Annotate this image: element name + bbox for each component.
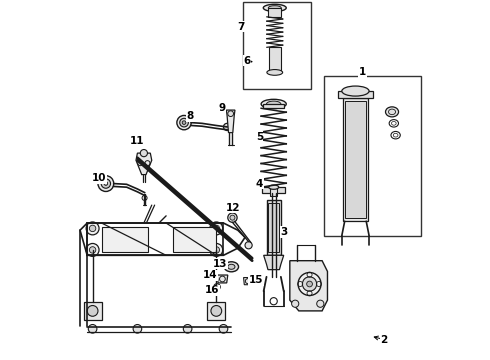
Text: 9: 9 — [219, 103, 225, 113]
Bar — [269, 8, 281, 17]
Circle shape — [228, 213, 237, 222]
Circle shape — [177, 116, 191, 130]
Circle shape — [302, 277, 317, 291]
Circle shape — [292, 300, 299, 307]
Bar — [101, 226, 148, 252]
Text: 14: 14 — [203, 270, 218, 280]
Bar — [269, 203, 279, 252]
Bar — [324, 76, 421, 235]
Bar — [84, 302, 101, 320]
Circle shape — [89, 247, 96, 253]
Circle shape — [180, 118, 188, 127]
Bar — [344, 101, 366, 218]
Polygon shape — [290, 261, 327, 311]
Circle shape — [101, 179, 111, 188]
Ellipse shape — [269, 185, 279, 189]
Circle shape — [307, 281, 313, 287]
Text: 6: 6 — [244, 56, 251, 66]
Text: 15: 15 — [248, 275, 263, 285]
Bar — [267, 200, 281, 255]
Bar — [243, 3, 311, 89]
Ellipse shape — [228, 264, 235, 269]
Circle shape — [88, 324, 97, 333]
Circle shape — [210, 243, 223, 256]
Text: 4: 4 — [256, 179, 263, 189]
Circle shape — [140, 149, 147, 157]
Circle shape — [210, 222, 223, 235]
Ellipse shape — [224, 262, 239, 272]
Bar — [263, 104, 285, 108]
Text: 16: 16 — [205, 285, 219, 296]
Text: 3: 3 — [280, 227, 287, 237]
Ellipse shape — [261, 99, 286, 109]
Circle shape — [86, 243, 99, 256]
Bar — [173, 226, 216, 252]
Circle shape — [89, 225, 96, 231]
Circle shape — [245, 242, 252, 249]
Ellipse shape — [267, 101, 281, 107]
Text: 8: 8 — [187, 111, 194, 121]
Bar — [207, 302, 225, 320]
Polygon shape — [136, 153, 152, 175]
Circle shape — [86, 222, 99, 235]
Polygon shape — [244, 278, 252, 285]
Ellipse shape — [263, 4, 286, 12]
Circle shape — [183, 324, 192, 333]
Bar — [269, 47, 280, 72]
Circle shape — [317, 300, 324, 307]
Circle shape — [182, 121, 186, 125]
Circle shape — [219, 324, 228, 333]
Text: 12: 12 — [226, 203, 241, 213]
Bar — [338, 91, 373, 98]
Circle shape — [228, 111, 234, 117]
Circle shape — [133, 324, 142, 333]
Circle shape — [98, 176, 114, 192]
Ellipse shape — [386, 107, 398, 117]
Bar — [270, 187, 277, 196]
Circle shape — [213, 247, 220, 253]
Circle shape — [298, 273, 321, 296]
Text: 11: 11 — [130, 136, 145, 146]
Text: 7: 7 — [238, 22, 245, 32]
Circle shape — [87, 306, 98, 316]
Circle shape — [104, 182, 108, 185]
Text: 10: 10 — [92, 173, 106, 183]
Circle shape — [214, 284, 220, 290]
Ellipse shape — [269, 6, 281, 10]
Ellipse shape — [267, 69, 283, 75]
Ellipse shape — [342, 86, 369, 96]
Text: 5: 5 — [256, 132, 263, 142]
Text: 1: 1 — [359, 67, 366, 77]
Bar — [343, 98, 368, 221]
Text: 2: 2 — [381, 334, 388, 345]
Circle shape — [223, 123, 231, 131]
Polygon shape — [264, 255, 284, 270]
Polygon shape — [217, 275, 228, 283]
Bar — [262, 187, 285, 193]
Circle shape — [230, 215, 235, 220]
Text: 13: 13 — [213, 259, 227, 269]
Polygon shape — [226, 110, 235, 133]
Circle shape — [211, 306, 221, 316]
Circle shape — [213, 225, 220, 231]
